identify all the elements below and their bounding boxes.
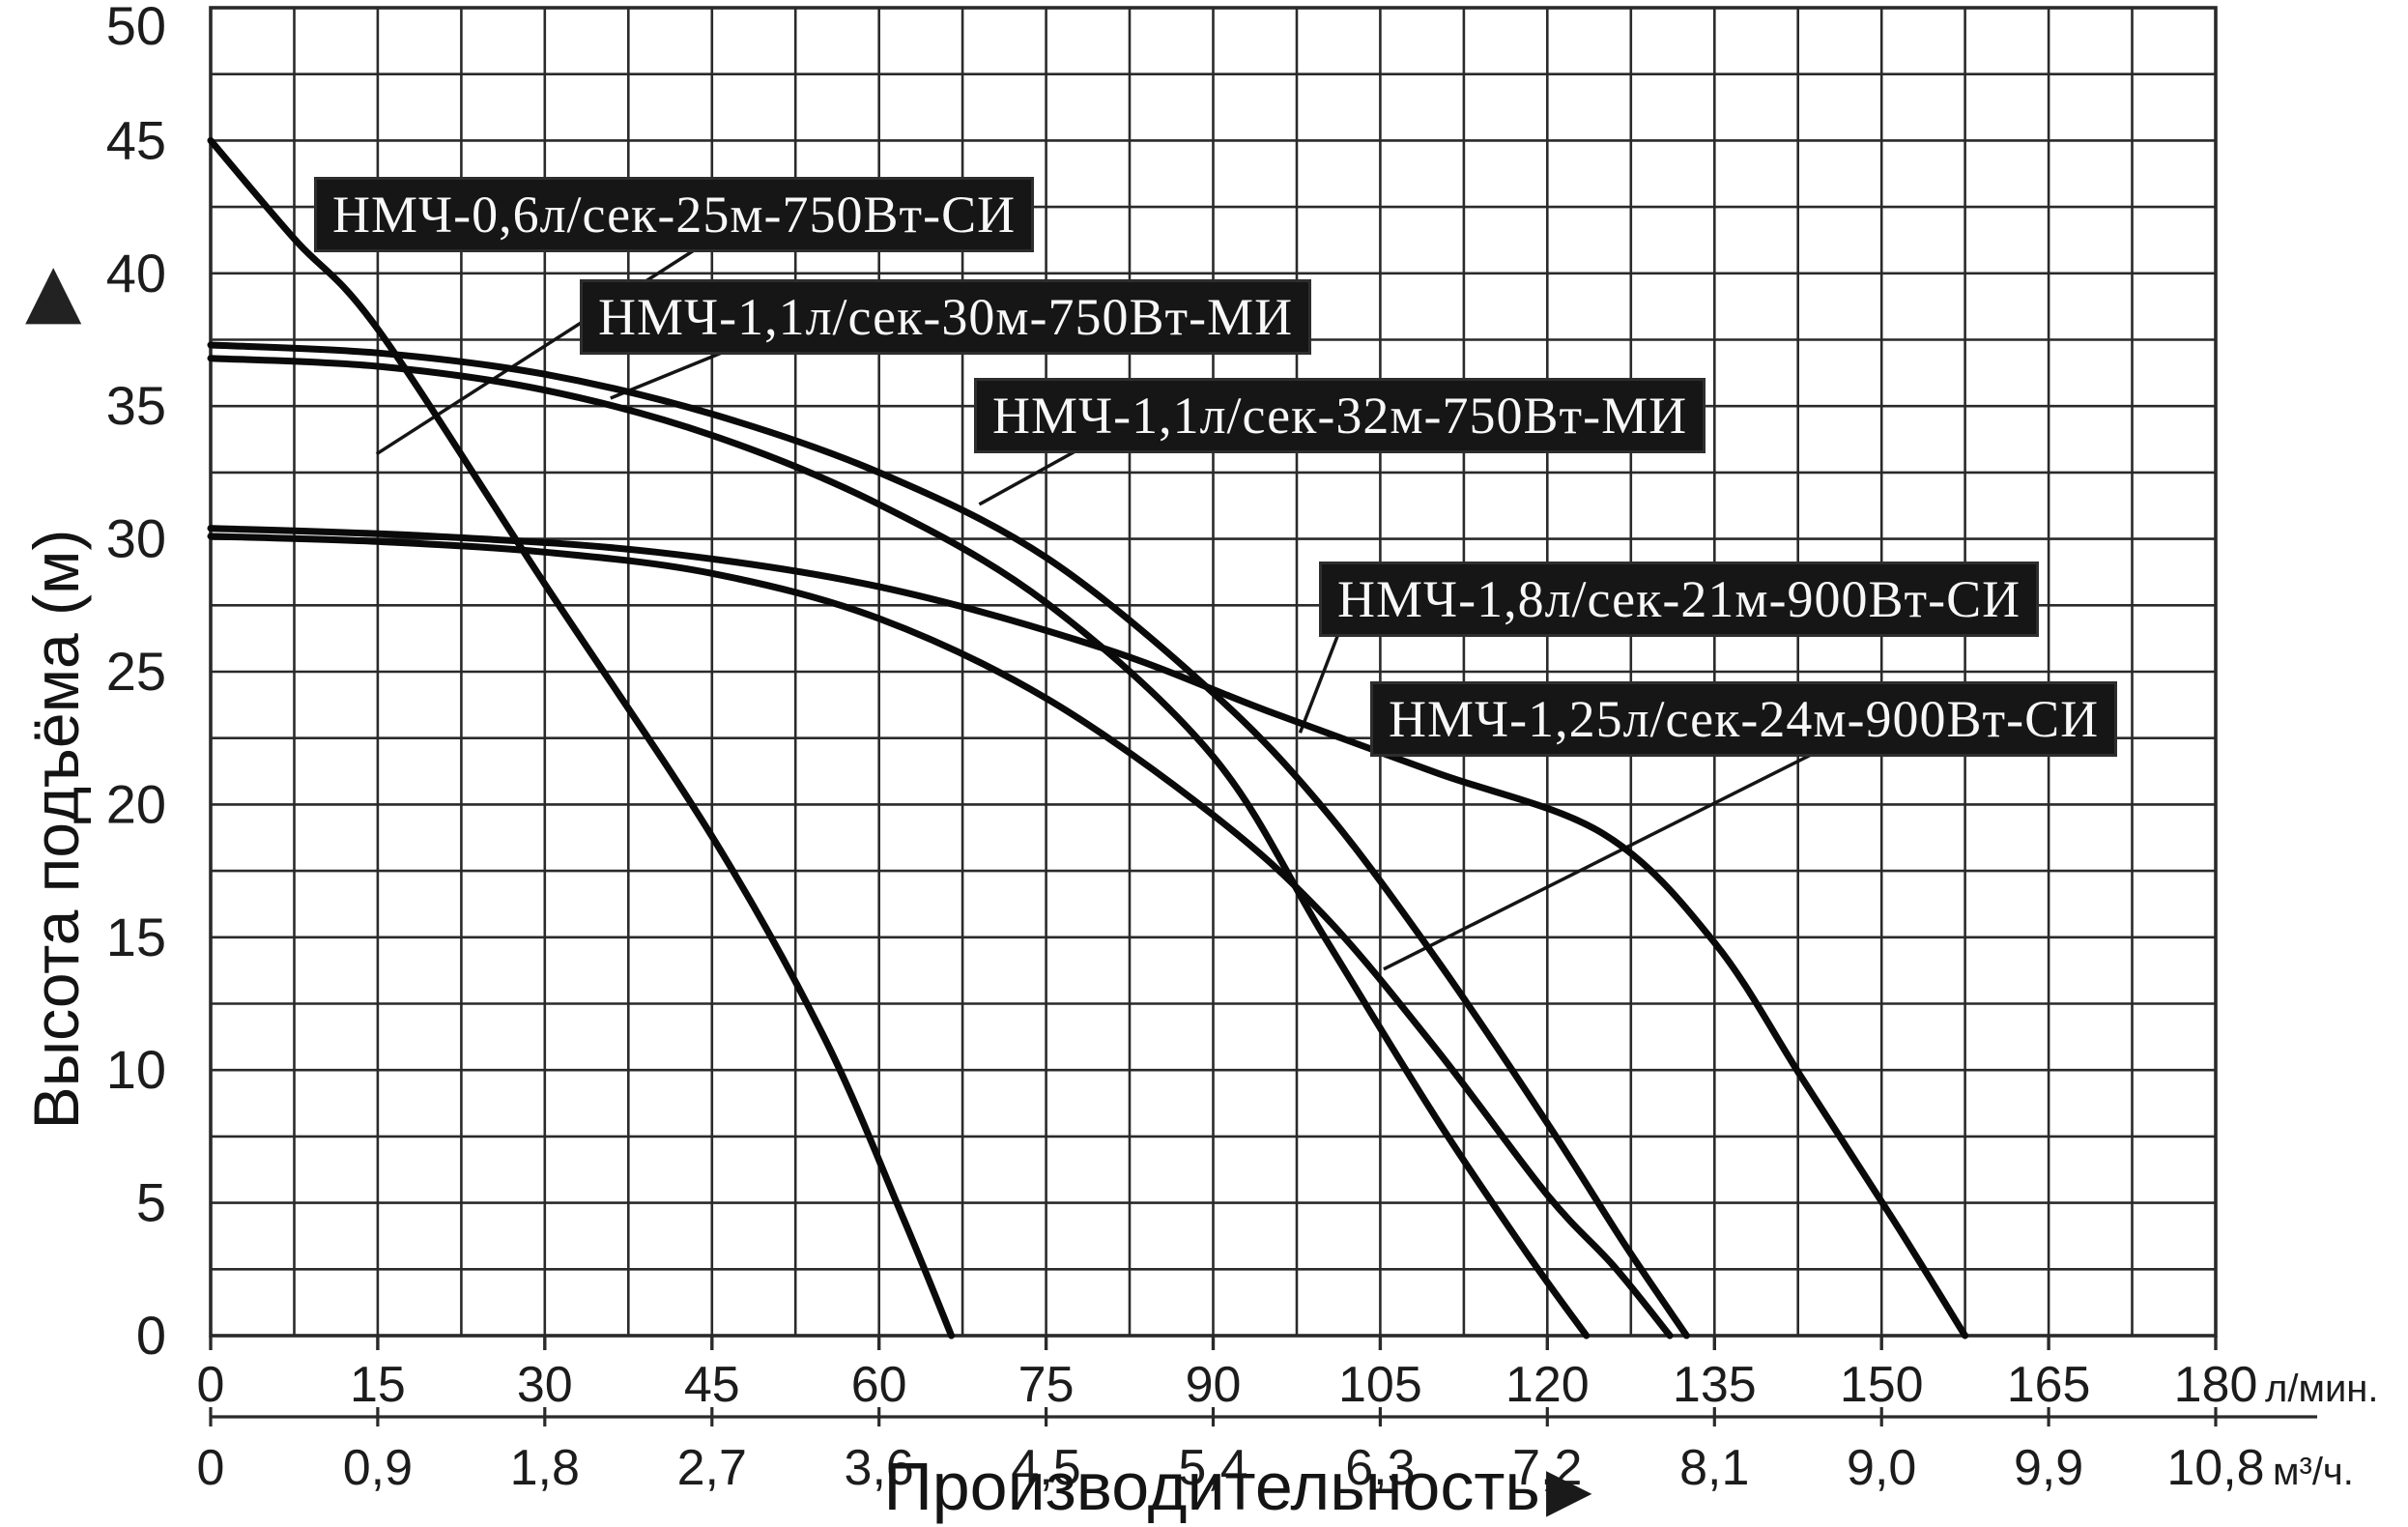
x-tick-label-lmin: 135 xyxy=(1673,1357,1757,1413)
x-tick-label-m3h: 9,0 xyxy=(1847,1440,1916,1496)
y-axis-arrow-icon: ▲ xyxy=(25,246,82,332)
pump-curve-label-2: НМЧ-1,1л/сек-30м-750Вт-МИ xyxy=(580,279,1312,355)
x-tick-label-lmin: 150 xyxy=(1840,1357,1924,1413)
x-tick-label-lmin: 90 xyxy=(1186,1357,1242,1413)
pump-curve-label-4: НМЧ-1,8л/сек-21м-900Вт-СИ xyxy=(1319,562,2040,637)
pump-curve-4 xyxy=(207,533,1674,1340)
x-tick-label-lmin: 15 xyxy=(350,1357,406,1413)
x-tick-label-lmin: 120 xyxy=(1505,1357,1590,1413)
x-axis-unit-m3h: м³/ч. xyxy=(2273,1451,2354,1493)
x-tick-label-m3h: 6,3 xyxy=(1345,1440,1415,1496)
y-tick-label: 0 xyxy=(136,1305,166,1366)
x-tick-label-lmin: 180 xyxy=(2174,1357,2258,1413)
label-leader-line xyxy=(1383,752,1814,971)
x-tick-label-lmin: 45 xyxy=(684,1357,740,1413)
pump-curve-label-5: НМЧ-1,25л/сек-24м-900Вт-СИ xyxy=(1370,681,2118,757)
x-tick-label-m3h: 9,9 xyxy=(2014,1440,2083,1496)
x-tick-label-m3h: 5,4 xyxy=(1178,1440,1247,1496)
x-tick-label-m3h: 4,5 xyxy=(1011,1440,1080,1496)
x-tick-label-lmin: 60 xyxy=(851,1357,907,1413)
pump-curve-2 xyxy=(207,355,1591,1340)
y-tick-label: 10 xyxy=(106,1039,166,1100)
y-tick-label: 40 xyxy=(106,243,166,303)
x-tick-label-lmin: 30 xyxy=(517,1357,573,1413)
label-leader-line xyxy=(978,444,1086,506)
y-tick-label: 25 xyxy=(106,641,166,702)
y-tick-label: 50 xyxy=(106,0,166,56)
pump-curve-label-1: НМЧ-0,6л/сек-25м-750Вт-СИ xyxy=(314,177,1035,252)
pump-curves xyxy=(207,136,1969,1340)
x-tick-label-lmin: 75 xyxy=(1018,1357,1075,1413)
pump-curve-1 xyxy=(207,136,956,1340)
y-tick-label: 30 xyxy=(106,508,166,569)
x-tick-label-m3h: 8,1 xyxy=(1679,1440,1749,1496)
x-tick-label-lmin: 105 xyxy=(1338,1357,1422,1413)
x-axis-arrow-icon: ▶ xyxy=(1545,1454,1592,1524)
x-tick-label-m3h: 10,8 xyxy=(2166,1440,2264,1496)
y-tick-label: 20 xyxy=(106,773,166,834)
x-axis-title-row: Производительность▶ xyxy=(0,1449,2408,1524)
x-tick-label-lmin: 0 xyxy=(197,1357,225,1413)
x-tick-label-m3h: 7,2 xyxy=(1512,1440,1582,1496)
x-tick-label-m3h: 2,7 xyxy=(677,1440,747,1496)
x-tick-label-m3h: 1,8 xyxy=(510,1440,580,1496)
label-leader-line xyxy=(1298,628,1342,734)
axis-ticks xyxy=(209,1336,2317,1426)
y-tick-label: 15 xyxy=(106,907,166,967)
pump-curve-5 xyxy=(207,525,1969,1340)
y-tick-label: 35 xyxy=(106,375,166,436)
x-tick-label-m3h: 0,9 xyxy=(343,1440,413,1496)
y-axis-title: Высота подъёма (м) xyxy=(20,529,92,1130)
x-tick-label-m3h: 3,6 xyxy=(845,1440,914,1496)
x-tick-label-lmin: 165 xyxy=(2007,1357,2091,1413)
y-tick-label: 5 xyxy=(136,1172,166,1233)
pump-curve-3 xyxy=(207,341,1690,1340)
y-tick-label: 45 xyxy=(106,109,166,170)
pump-curve-label-3: НМЧ-1,1л/сек-32м-750Вт-МИ xyxy=(974,378,1706,453)
x-axis-title: Производительность xyxy=(883,1449,1540,1524)
x-axis-unit-lmin: л/мин. xyxy=(2265,1368,2379,1410)
x-tick-label-m3h: 0 xyxy=(197,1440,225,1496)
